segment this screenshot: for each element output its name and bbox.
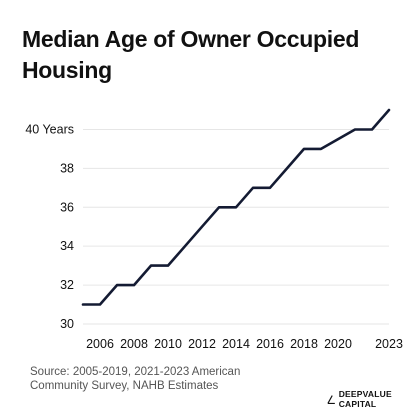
y-tick-label: 38 (60, 161, 74, 175)
x-tick-label: 2010 (154, 337, 182, 351)
source-note: Source: 2005-2019, 2021-2023 American Co… (30, 366, 241, 392)
y-tick-label: 36 (60, 200, 74, 214)
x-tick-label: 2014 (222, 337, 250, 351)
triangle-line-icon (327, 394, 335, 404)
y-tick-label: 32 (60, 278, 74, 292)
series-line (81, 108, 391, 306)
y-axis-tick-labels: 30 32 34 36 38 40 Years (25, 122, 74, 331)
x-tick-label: 2020 (324, 337, 352, 351)
brand-name: DEEPVALUE CAPITAL (338, 389, 392, 409)
x-tick-label: 2018 (290, 337, 318, 351)
gridlines (83, 128, 389, 325)
x-axis-tick-labels: 2006 2008 2010 2012 2014 2016 2018 2020 2023 (86, 337, 403, 351)
y-tick-label: 30 (60, 317, 74, 331)
y-tick-label: 34 (60, 239, 74, 253)
x-tick-label: 2012 (188, 337, 216, 351)
y-tick-label: 40 Years (25, 122, 74, 136)
brand-logo: DEEPVALUE CAPITAL (327, 389, 420, 409)
x-tick-label: 2016 (256, 337, 284, 351)
x-tick-label: 2023 (375, 337, 403, 351)
chart-title: Median Age of Owner Occupied Housing (22, 26, 360, 83)
x-tick-label: 2008 (120, 337, 148, 351)
series-median-age (81, 108, 391, 306)
x-tick-label: 2006 (86, 337, 114, 351)
